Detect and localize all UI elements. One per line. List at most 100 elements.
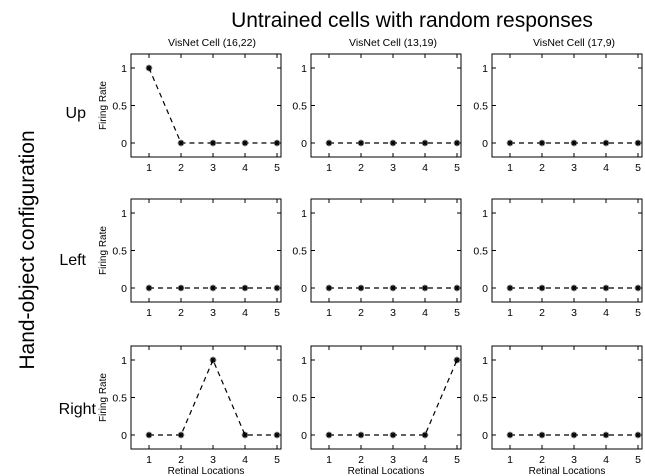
axes-frame: [491, 53, 643, 158]
panel-1-1: 0 0.5 1 1 2 3 4 5 Firing Rate: [98, 53, 282, 174]
y-tick-label: 0: [121, 430, 127, 442]
axes-frame: [491, 345, 643, 450]
data-point: [453, 356, 461, 364]
data-point: [602, 139, 610, 147]
y-tick-label: 0.5: [292, 101, 307, 113]
x-tick-label: 1: [507, 307, 513, 319]
x-tick-label: 5: [635, 162, 641, 174]
row-label-left: Left: [59, 252, 86, 269]
panel-1-2: 0 0.5 1 1 2 3 4 5: [292, 53, 462, 174]
series-line: [149, 358, 277, 436]
y-tick-label: 1: [121, 63, 127, 75]
y-tick-label: 0.5: [292, 246, 307, 258]
column-title-2: VisNet Cell (13,19): [349, 37, 437, 49]
x-tick-label: 4: [603, 162, 609, 174]
x-tick-label: 5: [454, 162, 460, 174]
x-tick-label: 5: [635, 454, 641, 466]
x-tick-label: 3: [210, 162, 216, 174]
y-tick-label: 0.5: [473, 246, 488, 258]
series-line: [329, 359, 458, 436]
panel-2-2: 0 0.5 1 1 2 3 4 5: [292, 198, 462, 319]
data-point: [177, 431, 185, 439]
x-tick-label: 2: [178, 162, 184, 174]
x-tick-label: 4: [242, 307, 248, 319]
data-point: [325, 284, 333, 292]
data-point: [389, 431, 397, 439]
row-label-right: Right: [59, 401, 97, 418]
column-title-3: VisNet Cell (17,9): [533, 37, 615, 49]
x-tick-label: 2: [539, 454, 545, 466]
data-point: [538, 139, 546, 147]
x-tick-label: 5: [454, 307, 460, 319]
data-point: [506, 284, 514, 292]
y-axis-label: Firing Rate: [98, 226, 109, 275]
data-point: [538, 431, 546, 439]
x-tick-label: 4: [242, 454, 248, 466]
x-tick-label: 4: [603, 454, 609, 466]
x-tick-label: 1: [146, 307, 152, 319]
y-tick-label: 1: [121, 208, 127, 220]
panels: 0 0.5 1 1 2 3 4 5 Firing Rate 0 0.5 1 1 2 3 4 5 0 0.5 1 1 2 3 4…: [98, 53, 643, 476]
data-point: [357, 431, 365, 439]
y-tick-label: 0: [301, 138, 307, 150]
data-point: [273, 431, 281, 439]
row-label-up: Up: [66, 105, 87, 122]
x-tick-label: 2: [539, 307, 545, 319]
x-tick-label: 2: [358, 162, 364, 174]
x-tick-label: 2: [358, 454, 364, 466]
data-point: [241, 431, 249, 439]
y-tick-label: 1: [301, 355, 307, 367]
data-point: [273, 284, 281, 292]
x-tick-label: 1: [507, 454, 513, 466]
x-tick-label: 1: [146, 162, 152, 174]
x-tick-label: 5: [274, 307, 280, 319]
data-point: [453, 139, 461, 147]
x-tick-label: 4: [603, 307, 609, 319]
panel-3-1: 0 0.5 1 1 2 3 4 5 Firing Rate Retinal Locations: [98, 345, 282, 476]
data-point: [209, 284, 217, 292]
x-tick-label: 1: [326, 307, 332, 319]
y-tick-label: 0: [482, 283, 488, 295]
data-point: [145, 64, 153, 72]
data-point: [506, 431, 514, 439]
y-tick-label: 0: [482, 138, 488, 150]
y-tick-label: 0.5: [292, 393, 307, 405]
x-tick-label: 2: [178, 454, 184, 466]
y-tick-label: 0: [301, 430, 307, 442]
data-point: [453, 284, 461, 292]
panel-2-1: 0 0.5 1 1 2 3 4 5 Firing Rate: [98, 198, 282, 319]
x-tick-label: 3: [571, 454, 577, 466]
x-axis-label: Retinal Locations: [168, 466, 245, 476]
x-tick-label: 1: [326, 162, 332, 174]
data-point: [602, 284, 610, 292]
x-tick-label: 3: [571, 162, 577, 174]
data-point: [570, 431, 578, 439]
x-tick-label: 3: [210, 307, 216, 319]
x-tick-label: 3: [390, 162, 396, 174]
y-tick-label: 0.5: [473, 393, 488, 405]
x-tick-label: 4: [422, 307, 428, 319]
data-point: [602, 431, 610, 439]
x-tick-label: 5: [454, 454, 460, 466]
panel-1-3: 0 0.5 1 1 2 3 4 5: [473, 53, 643, 174]
y-axis-label: Firing Rate: [98, 373, 109, 422]
data-point: [570, 284, 578, 292]
data-point: [357, 284, 365, 292]
y-tick-label: 1: [482, 355, 488, 367]
data-point: [177, 284, 185, 292]
x-tick-label: 2: [358, 307, 364, 319]
x-tick-label: 3: [390, 307, 396, 319]
y-tick-label: 0.5: [112, 393, 127, 405]
y-tick-label: 1: [301, 208, 307, 220]
x-tick-label: 2: [539, 162, 545, 174]
axes-frame: [310, 345, 462, 450]
data-point: [209, 139, 217, 147]
x-tick-label: 4: [242, 162, 248, 174]
y-tick-label: 0.5: [473, 101, 488, 113]
data-point: [241, 284, 249, 292]
data-point: [241, 139, 249, 147]
panel-2-3: 0 0.5 1 1 2 3 4 5: [473, 198, 643, 319]
y-tick-label: 1: [121, 355, 127, 367]
data-point: [177, 139, 185, 147]
